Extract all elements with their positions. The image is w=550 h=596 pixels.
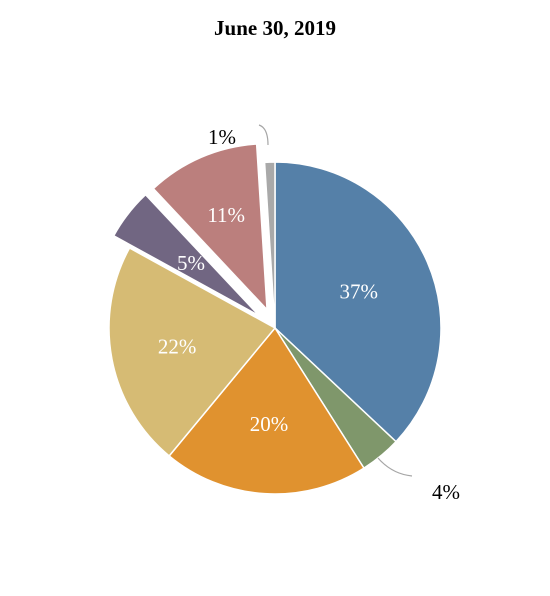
leader-line-4-pct xyxy=(377,457,413,477)
pie-slice-20-pct xyxy=(168,326,365,495)
pie-slice-37-pct xyxy=(274,161,442,443)
slice-label-4-pct: 4% xyxy=(432,480,460,504)
slice-label-11-pct: 11% xyxy=(207,203,245,227)
leader-line-1-pct xyxy=(258,124,269,146)
slice-label-20-pct: 20% xyxy=(250,412,289,436)
slice-labels: 37% 4% 20% 22% 5%11% 1% xyxy=(158,125,460,504)
slice-label-1-pct: 1% xyxy=(208,125,236,149)
slice-label-5-pct: 5% xyxy=(177,251,205,275)
slice-label-22-pct: 22% xyxy=(158,335,197,359)
chart-title: June 30, 2019 xyxy=(214,16,336,40)
leader-lines xyxy=(258,124,413,477)
slice-label-37-pct: 37% xyxy=(340,280,379,304)
pie-slice-1-pct xyxy=(263,161,276,329)
pie-slices xyxy=(108,143,442,495)
pie-slice-11-pct xyxy=(152,143,268,312)
pie-slice-22-pct xyxy=(108,247,277,457)
pie-slice-5-pct xyxy=(112,193,260,317)
